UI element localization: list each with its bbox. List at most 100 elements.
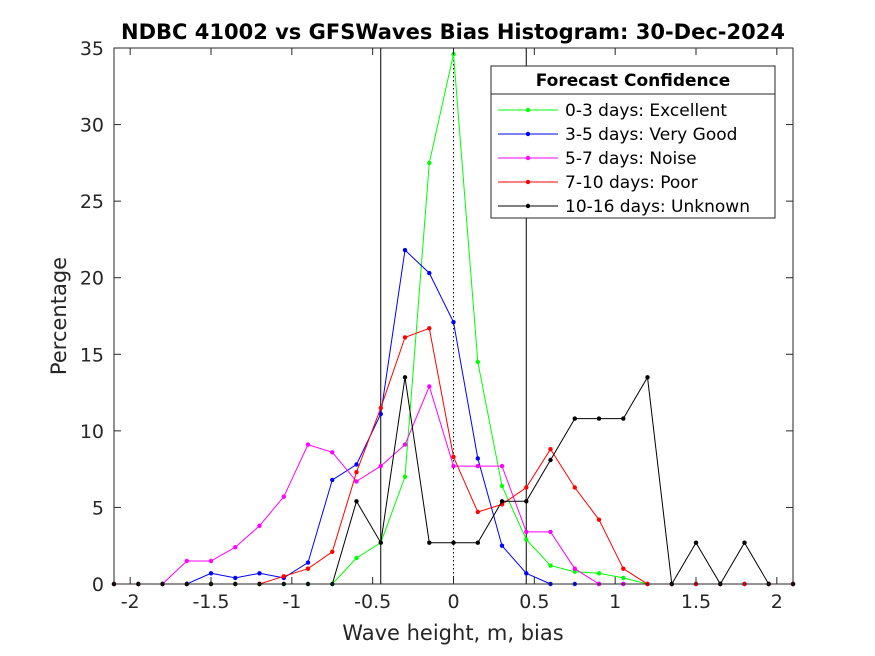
data-point bbox=[402, 442, 408, 447]
data-point bbox=[499, 483, 505, 489]
y-tick-label: 30 bbox=[80, 115, 104, 137]
data-point bbox=[645, 375, 650, 380]
y-tick-label: 25 bbox=[80, 191, 104, 213]
y-axis-label: Percentage bbox=[47, 257, 71, 375]
legend-label: 7-10 days: Poor bbox=[565, 173, 698, 193]
data-point bbox=[257, 571, 262, 576]
legend-entry: 0-3 days: Excellent bbox=[498, 101, 727, 121]
data-point bbox=[475, 509, 480, 515]
y-tick-label: 35 bbox=[80, 38, 104, 60]
data-point bbox=[305, 560, 311, 565]
data-point bbox=[354, 462, 359, 467]
data-point bbox=[621, 416, 626, 421]
data-point bbox=[572, 566, 577, 571]
data-point bbox=[548, 529, 553, 535]
data-point bbox=[354, 499, 359, 504]
x-tick-label: 0 bbox=[447, 591, 459, 613]
data-point bbox=[378, 405, 383, 411]
y-tick-label: 5 bbox=[92, 497, 104, 519]
x-tick-label: -1 bbox=[282, 591, 301, 613]
legend: Forecast Confidence 0-3 days: Excellent 3… bbox=[490, 65, 776, 219]
x-tick-label: 2 bbox=[771, 591, 783, 613]
axes-frame bbox=[113, 47, 794, 585]
data-point bbox=[621, 566, 626, 571]
x-tick-label: -2 bbox=[121, 591, 140, 613]
data-point bbox=[572, 485, 577, 490]
data-point bbox=[354, 555, 359, 561]
data-point bbox=[475, 359, 480, 365]
legend-swatch-marker bbox=[525, 107, 531, 113]
legend-entry: 5-7 days: Noise bbox=[498, 149, 697, 169]
data-point bbox=[499, 499, 505, 504]
data-point bbox=[208, 571, 214, 576]
data-point bbox=[402, 474, 408, 479]
data-point bbox=[451, 454, 456, 460]
legend-entries: 0-3 days: Excellent 3-5 days: Very Good 5-… bbox=[498, 101, 750, 217]
data-point bbox=[402, 247, 408, 253]
data-point bbox=[257, 523, 262, 528]
x-tick-label: 1.5 bbox=[681, 591, 711, 613]
chart-title: NDBC 41002 vs GFSWaves Bias Histogram: 3… bbox=[121, 20, 785, 44]
data-point bbox=[451, 540, 456, 545]
legend-label: 5-7 days: Noise bbox=[565, 149, 697, 169]
data-point bbox=[524, 571, 529, 576]
data-point bbox=[451, 463, 456, 469]
y-tick-label: 0 bbox=[92, 574, 104, 596]
data-point bbox=[427, 270, 432, 276]
x-tick-label: -0.5 bbox=[354, 591, 391, 613]
data-point bbox=[378, 540, 383, 545]
legend-entry: 10-16 days: Unknown bbox=[498, 197, 750, 217]
legend-label: 10-16 days: Unknown bbox=[565, 197, 750, 217]
data-point bbox=[693, 540, 699, 545]
legend-title: Forecast Confidence bbox=[536, 71, 731, 91]
legend-entry: 7-10 days: Poor bbox=[498, 173, 698, 193]
data-point bbox=[427, 540, 432, 545]
data-point bbox=[305, 566, 311, 571]
data-point bbox=[330, 450, 335, 455]
legend-box bbox=[490, 65, 776, 219]
data-point bbox=[427, 384, 432, 389]
data-point bbox=[378, 411, 383, 417]
data-point bbox=[596, 517, 602, 522]
data-point bbox=[354, 479, 359, 484]
data-point bbox=[475, 540, 480, 545]
data-point bbox=[281, 494, 286, 499]
data-point bbox=[402, 375, 408, 380]
data-point bbox=[499, 463, 505, 469]
data-point bbox=[354, 470, 359, 475]
data-point bbox=[184, 558, 189, 564]
y-tick-label: 20 bbox=[80, 268, 104, 290]
data-point bbox=[402, 335, 408, 340]
data-point bbox=[596, 571, 602, 576]
data-point bbox=[233, 545, 238, 550]
data-point bbox=[548, 457, 553, 463]
legend-swatch-marker bbox=[525, 155, 531, 161]
legend-swatch-marker bbox=[525, 179, 531, 185]
data-point bbox=[572, 416, 577, 421]
data-point bbox=[208, 558, 214, 564]
data-point bbox=[427, 326, 432, 331]
data-point bbox=[596, 416, 602, 421]
y-tick-label: 15 bbox=[80, 344, 104, 366]
data-point bbox=[475, 456, 480, 461]
data-point bbox=[330, 549, 335, 554]
data-point bbox=[524, 529, 529, 535]
data-point bbox=[524, 485, 529, 490]
y-tick-label: 10 bbox=[80, 421, 104, 443]
data-point bbox=[427, 160, 432, 166]
data-point bbox=[524, 499, 529, 504]
data-point bbox=[451, 319, 456, 325]
data-point bbox=[524, 537, 529, 542]
data-point bbox=[548, 447, 553, 452]
data-point bbox=[742, 540, 747, 545]
legend-entry: 3-5 days: Very Good bbox=[498, 125, 737, 145]
x-tick-label: 1 bbox=[609, 591, 621, 613]
data-point bbox=[475, 463, 480, 469]
data-point bbox=[499, 543, 505, 548]
data-point bbox=[330, 477, 335, 483]
data-point bbox=[305, 442, 311, 447]
x-axis-label: Wave height, m, bias bbox=[342, 621, 563, 645]
legend-swatch-marker bbox=[525, 131, 531, 137]
